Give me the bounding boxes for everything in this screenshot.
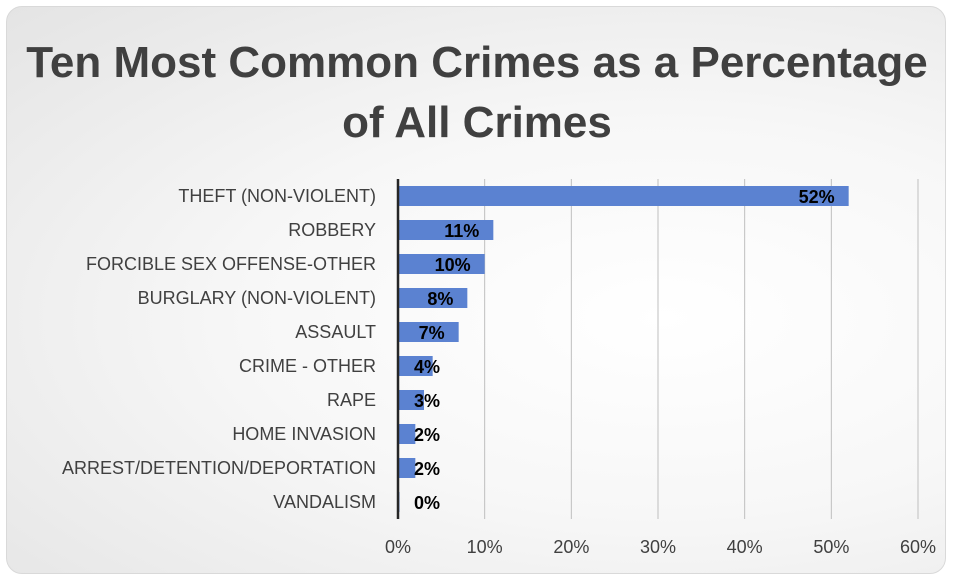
bar [398, 220, 494, 240]
gridlines [484, 179, 919, 519]
bar [398, 356, 433, 376]
category-label: FORCIBLE SEX OFFENSE-OTHER [86, 254, 376, 274]
chart-card: Ten Most Common Crimes as a Percentage o… [6, 6, 946, 574]
x-tick-label: 20% [553, 537, 589, 557]
data-label: 52% [799, 187, 835, 207]
data-label: 0% [414, 493, 440, 513]
bar [398, 288, 468, 308]
bars [398, 186, 849, 512]
category-label: ASSAULT [295, 322, 376, 342]
category-label: ARREST/DETENTION/DEPORTATION [62, 458, 376, 478]
data-label: 4% [414, 357, 440, 377]
bar [398, 458, 416, 478]
x-tick-label: 0% [385, 537, 411, 557]
category-label: BURGLARY (NON-VIOLENT) [138, 288, 376, 308]
data-label: 10% [435, 255, 471, 275]
category-label: RAPE [327, 390, 376, 410]
x-tick-label: 30% [640, 537, 676, 557]
bar [398, 186, 849, 206]
chart-title: Ten Most Common Crimes as a Percentage o… [26, 38, 928, 147]
x-tick-label: 40% [727, 537, 763, 557]
data-label: 2% [414, 459, 440, 479]
category-label: VANDALISM [273, 492, 376, 512]
x-tick-label: 10% [467, 537, 503, 557]
category-label: ROBBERY [288, 220, 376, 240]
labels: 0% 10% 20% 30% 40% 50% 60% THEFT (NON-VIOLENT) 5… [62, 186, 936, 557]
bar [398, 424, 416, 444]
data-label: 8% [427, 289, 453, 309]
bar [398, 322, 459, 342]
category-label: THEFT (NON-VIOLENT) [178, 186, 376, 206]
data-label: 7% [419, 323, 445, 343]
data-label: 11% [444, 221, 479, 241]
bar [398, 254, 485, 274]
bar [398, 390, 424, 410]
data-label: 2% [414, 425, 440, 445]
x-tick-label: 60% [900, 537, 936, 557]
x-tick-label: 50% [813, 537, 849, 557]
bar-chart: 0% 10% 20% 30% 40% 50% 60% THEFT (NON-VIOLENT) 5… [62, 179, 936, 557]
category-label: CRIME - OTHER [239, 356, 376, 376]
category-label: HOME INVASION [232, 424, 376, 444]
data-label: 3% [414, 391, 440, 411]
